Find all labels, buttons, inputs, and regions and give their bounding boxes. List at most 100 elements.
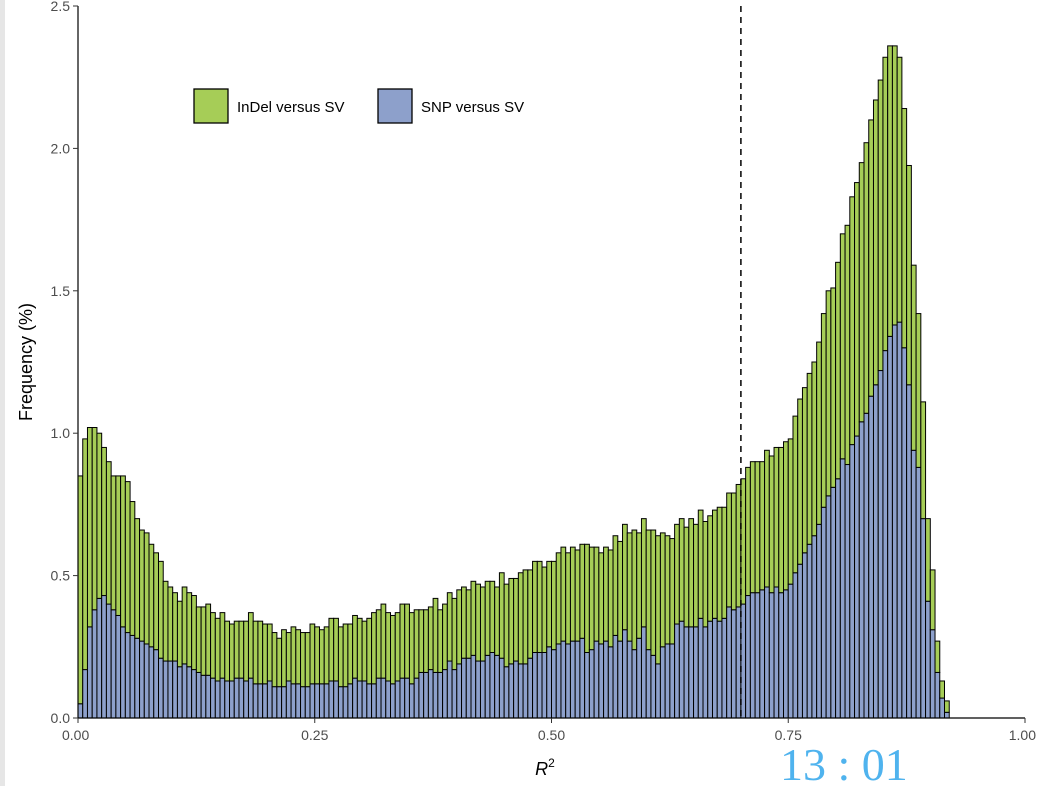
y-tick-label-5: 2.5 xyxy=(51,0,71,14)
bar-snp-172 xyxy=(891,324,898,719)
bar-indel-97 xyxy=(536,560,543,653)
bar-indel-85 xyxy=(479,586,486,662)
bar-indel-41 xyxy=(271,632,278,688)
bar-snp-167 xyxy=(868,395,874,719)
bar-snp-46 xyxy=(295,683,302,719)
bar-snp-18 xyxy=(162,660,169,719)
bar-snp-143 xyxy=(754,592,761,719)
bar-indel-106 xyxy=(579,543,586,639)
bar-snp-63 xyxy=(375,677,382,719)
bar-indel-11 xyxy=(129,501,136,636)
bar-indel-91 xyxy=(508,577,515,665)
bar-snp-9 xyxy=(120,626,126,719)
left-edge-strip xyxy=(0,0,5,786)
bar-indel-137 xyxy=(726,492,732,608)
bar-snp-30 xyxy=(219,677,226,719)
bar-indel-6 xyxy=(105,461,112,605)
bar-snp-54 xyxy=(333,680,339,719)
bar-indel-141 xyxy=(745,466,751,597)
bar-snp-170 xyxy=(882,350,889,719)
bar-snp-157 xyxy=(820,506,827,719)
bar-indel-179 xyxy=(925,518,931,602)
bar-snp-129 xyxy=(688,626,695,719)
bar-snp-42 xyxy=(276,686,283,719)
bar-indel-122 xyxy=(655,535,661,665)
bar-snp-60 xyxy=(361,680,368,719)
bar-snp-119 xyxy=(640,626,647,719)
bar-snp-15 xyxy=(148,646,155,719)
legend-key-indel xyxy=(193,88,229,124)
bar-snp-149 xyxy=(783,589,789,719)
bar-indel-4 xyxy=(96,432,103,599)
bar-indel-57 xyxy=(347,623,354,685)
bar-snp-81 xyxy=(461,657,467,719)
bar-snp-87 xyxy=(489,651,496,719)
bar-snp-111 xyxy=(603,640,609,719)
bar-indel-84 xyxy=(475,583,481,662)
bar-indel-104 xyxy=(569,546,576,642)
bar-indel-159 xyxy=(830,287,837,488)
bar-snp-92 xyxy=(513,660,519,719)
bar-indel-140 xyxy=(740,478,747,605)
bar-snp-175 xyxy=(906,384,912,719)
bar-snp-121 xyxy=(650,654,657,719)
bar-indel-167 xyxy=(868,119,874,397)
bar-indel-130 xyxy=(693,523,699,628)
bar-indel-13 xyxy=(139,529,145,642)
bar-indel-39 xyxy=(262,623,268,685)
bar-snp-61 xyxy=(366,683,373,719)
bar-snp-65 xyxy=(385,680,392,719)
bar-snp-135 xyxy=(716,620,723,719)
bar-indel-46 xyxy=(295,629,302,685)
bar-indel-155 xyxy=(811,361,818,537)
x-axis-title-superscript: 2 xyxy=(548,756,555,770)
bar-snp-23 xyxy=(186,666,193,719)
bar-snp-21 xyxy=(176,666,183,719)
bar-snp-106 xyxy=(579,637,586,719)
bar-snp-151 xyxy=(792,572,799,719)
bar-indel-109 xyxy=(593,546,600,642)
bar-snp-109 xyxy=(593,640,600,719)
bar-snp-98 xyxy=(541,651,548,719)
ticks-layer: 0.0 0.5 1.0 1.5 2.0 2.5 0.00 0.25 0.50 0.75 1.00 xyxy=(51,0,1037,743)
bar-snp-181 xyxy=(934,671,941,719)
bar-snp-100 xyxy=(551,649,557,719)
bar-indel-49 xyxy=(309,623,316,685)
bar-indel-93 xyxy=(517,572,524,665)
bar-indel-22 xyxy=(181,586,188,665)
bar-indel-62 xyxy=(371,612,377,685)
bar-indel-5 xyxy=(101,446,107,597)
bar-snp-75 xyxy=(432,671,439,719)
bar-snp-142 xyxy=(749,592,756,719)
bar-snp-13 xyxy=(139,640,145,719)
bar-snp-22 xyxy=(181,663,188,719)
bar-indel-12 xyxy=(134,518,141,639)
bar-indel-35 xyxy=(243,620,249,682)
bar-snp-159 xyxy=(830,486,837,719)
bar-snp-91 xyxy=(508,663,515,719)
bar-snp-14 xyxy=(143,643,150,719)
y-tick-label-4: 2.0 xyxy=(51,140,71,156)
bar-snp-66 xyxy=(390,683,396,719)
bar-snp-110 xyxy=(598,643,605,719)
bar-snp-145 xyxy=(764,586,770,719)
bar-indel-158 xyxy=(825,290,832,497)
bar-snp-64 xyxy=(380,677,387,719)
bar-indel-152 xyxy=(797,398,803,565)
bar-snp-49 xyxy=(309,683,316,719)
bar-indel-2 xyxy=(86,427,93,628)
bar-snp-125 xyxy=(669,643,676,719)
bar-snp-126 xyxy=(674,623,680,719)
bar-indel-142 xyxy=(749,461,756,594)
bar-indel-20 xyxy=(172,592,178,662)
bar-indel-52 xyxy=(323,626,330,685)
bar-snp-86 xyxy=(484,654,491,719)
bar-snp-137 xyxy=(726,606,732,719)
bar-indel-33 xyxy=(233,620,240,679)
bar-snp-37 xyxy=(252,683,259,719)
bar-indel-65 xyxy=(385,612,392,682)
bar-indel-150 xyxy=(787,438,794,585)
bar-indel-98 xyxy=(541,566,548,653)
bar-indel-132 xyxy=(702,520,709,628)
bar-indel-16 xyxy=(153,552,159,651)
